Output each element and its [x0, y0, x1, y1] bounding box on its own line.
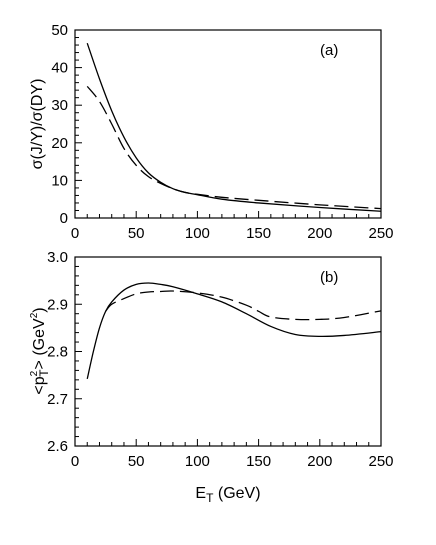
- y-tick-label: 0: [60, 210, 68, 227]
- panel-b-label: (b): [320, 269, 338, 286]
- y-tick-label: 10: [51, 172, 68, 189]
- series-line-dashed: [105, 290, 382, 321]
- panel-b: 0 50 100 150 200 250 2.62.72.82.93.0 (b) <p2T…: [29, 249, 394, 505]
- series-line-dashed: [86, 85, 382, 210]
- x-tick-label: 0: [71, 453, 79, 470]
- x-tick-label: 200: [307, 225, 332, 242]
- series-line-solid: [86, 282, 382, 380]
- panel-b-ylabel-main: <p: [31, 376, 48, 394]
- x-axis-label-sub: T: [206, 491, 214, 505]
- x-tick-label: 50: [128, 225, 145, 242]
- x-tick-label: 250: [368, 225, 393, 242]
- panel-b-ylabel-rest: > (GeV: [31, 318, 48, 369]
- panel-b-ylabel-unit-sup: 2: [29, 312, 40, 318]
- panel-b-x-tick-labels: 0 50 100 150 200 250: [71, 453, 394, 470]
- x-tick-label: 150: [246, 453, 271, 470]
- y-tick-label: 3.0: [47, 249, 68, 266]
- panel-a-y-axis-label: σ(J/Y)/σ(DY): [29, 79, 46, 170]
- panel-b-ticks: [74, 256, 382, 447]
- y-tick-label: 50: [51, 22, 68, 39]
- panel-a-ticks: [74, 29, 382, 219]
- panel-b-series: [86, 282, 382, 380]
- panel-a-series: [86, 42, 382, 212]
- x-axis-label-main: E: [195, 485, 206, 502]
- panel-b-ylabel-end: ): [31, 307, 48, 312]
- x-tick-label: 250: [368, 453, 393, 470]
- panel-b-y-tick-labels: 2.6 2.7 2.8 2.9 3.0: [47, 249, 68, 455]
- x-axis-label: ET (GeV): [195, 485, 260, 505]
- x-tick-label: 150: [246, 225, 271, 242]
- panel-a-x-tick-labels: 0 50 100 150 200 250: [71, 225, 394, 242]
- x-axis-label-rest: (GeV): [213, 485, 260, 502]
- x-tick-label: 0: [71, 225, 79, 242]
- x-tick-label: 200: [307, 453, 332, 470]
- panel-a-frame: [74, 29, 382, 219]
- y-tick-label: 2.9: [47, 296, 68, 313]
- x-tick-label: 100: [185, 453, 210, 470]
- y-tick-label: 2.8: [47, 344, 68, 361]
- panel-a: 0 50 100 150 200 250 0 10 20 30 40 50 (a) σ(J/Y)/σ…: [29, 22, 394, 242]
- y-tick-label: 2.7: [47, 391, 68, 408]
- panel-b-ylabel-sup: 2: [29, 370, 40, 376]
- x-tick-label: 50: [128, 453, 145, 470]
- panel-a-y-tick-labels: 0 10 20 30 40 50: [51, 22, 68, 227]
- panel-a-label: (a): [320, 42, 338, 59]
- series-line-solid: [86, 42, 382, 212]
- y-tick-label: 30: [51, 97, 68, 114]
- y-tick-label: 40: [51, 60, 68, 77]
- y-tick-label: 2.6: [47, 438, 68, 455]
- x-tick-label: 100: [185, 225, 210, 242]
- y-tick-label: 20: [51, 135, 68, 152]
- panel-b-ylabel-sub: T: [37, 369, 51, 377]
- panel-b-y-axis-label: <p2T> (GeV2): [29, 307, 51, 394]
